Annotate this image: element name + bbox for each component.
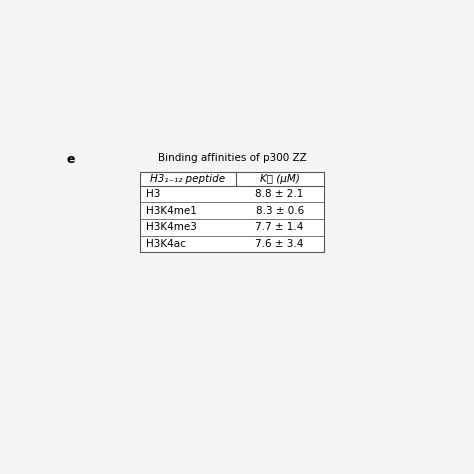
Text: 7.7 ± 1.4: 7.7 ± 1.4 (255, 222, 304, 232)
Text: e: e (66, 154, 75, 166)
Text: K₝ (μM): K₝ (μM) (260, 174, 300, 184)
FancyBboxPatch shape (140, 172, 324, 252)
Text: H3K4ac: H3K4ac (146, 239, 185, 249)
Text: Binding affinities of p300 ZZ: Binding affinities of p300 ZZ (157, 153, 306, 163)
Bar (140, 172, 324, 252)
Text: H3: H3 (146, 189, 160, 199)
Text: H3₁₋₁₂ peptide: H3₁₋₁₂ peptide (150, 174, 225, 184)
Text: H3K4me3: H3K4me3 (146, 222, 196, 232)
Text: 7.6 ± 3.4: 7.6 ± 3.4 (255, 239, 304, 249)
Text: 8.3 ± 0.6: 8.3 ± 0.6 (255, 206, 304, 216)
Text: 8.8 ± 2.1: 8.8 ± 2.1 (255, 189, 304, 199)
Text: H3K4me1: H3K4me1 (146, 206, 196, 216)
